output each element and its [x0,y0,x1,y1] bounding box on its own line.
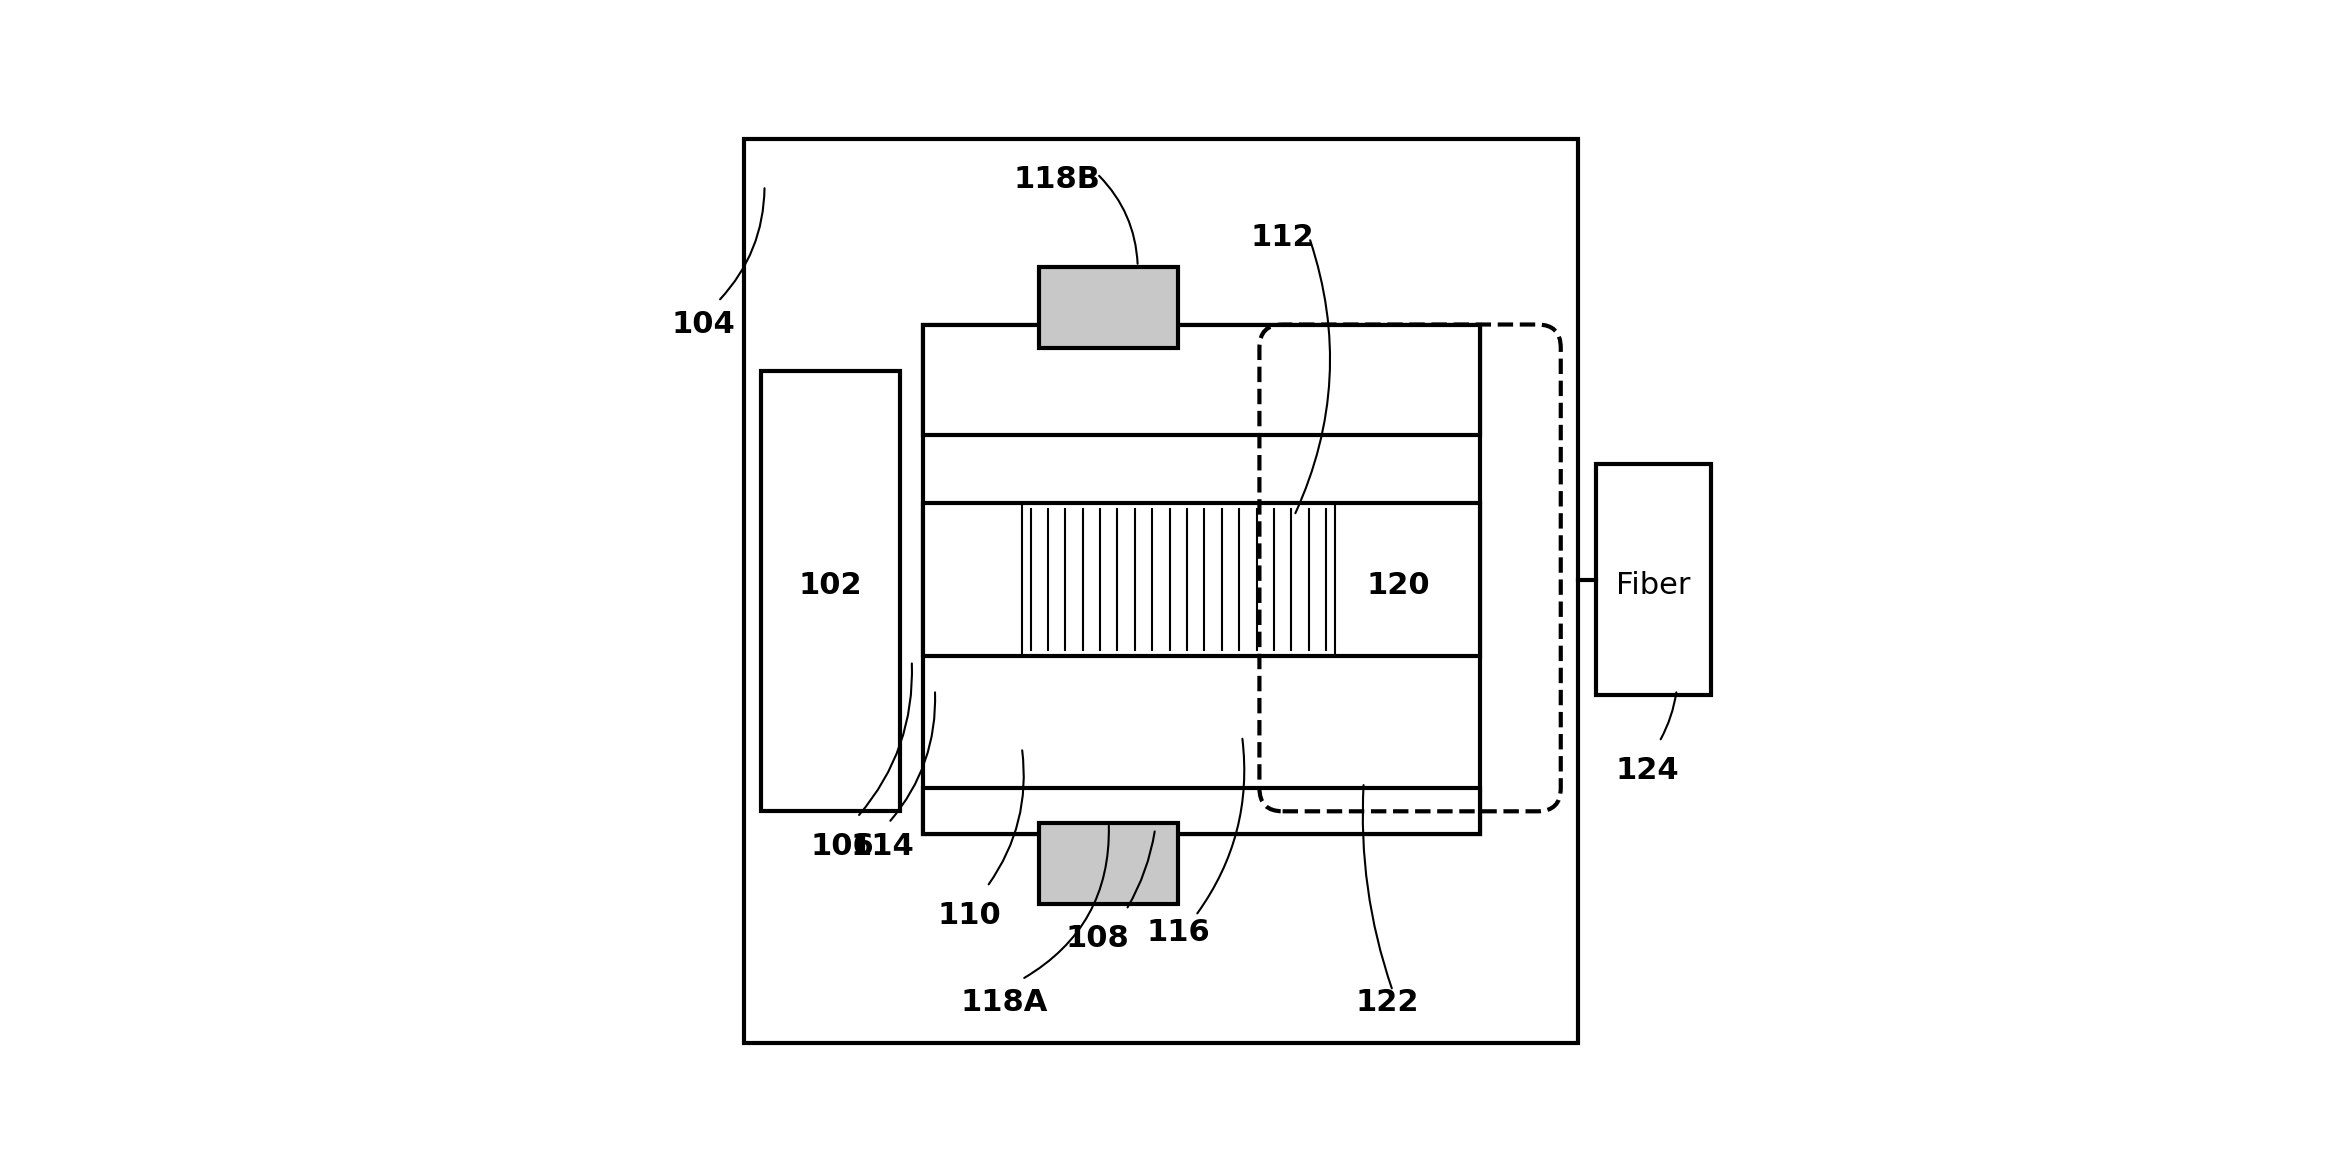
Bar [762,371,900,811]
Text: 110: 110 [938,901,1001,931]
Text: 106: 106 [811,831,875,861]
Text: 120: 120 [1367,570,1430,600]
Text: Fiber: Fiber [1616,570,1691,600]
Bar [1039,823,1177,904]
Text: 104: 104 [671,309,734,340]
Bar [1595,464,1712,695]
Text: 122: 122 [1355,987,1419,1018]
Text: 112: 112 [1250,223,1316,253]
Bar [1039,267,1177,348]
Bar [743,139,1578,1043]
Bar [1022,503,1334,656]
Text: 124: 124 [1616,756,1679,786]
Text: 102: 102 [800,570,863,600]
Text: 114: 114 [851,831,915,861]
Text: 116: 116 [1147,918,1210,948]
Bar [924,503,1480,656]
Text: 118A: 118A [961,987,1048,1018]
Text: 108: 108 [1065,924,1128,954]
Bar [924,788,1480,834]
Text: 118B: 118B [1013,165,1100,195]
Bar [924,325,1480,435]
Bar [924,325,1480,834]
